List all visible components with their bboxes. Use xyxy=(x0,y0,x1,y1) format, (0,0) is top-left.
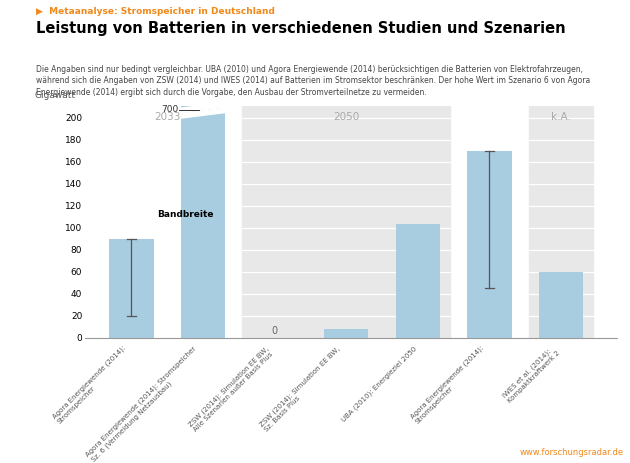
Text: ∞: ∞ xyxy=(8,431,19,444)
Text: 2033: 2033 xyxy=(154,112,180,122)
Text: Bandbreite: Bandbreite xyxy=(158,210,214,219)
Bar xyxy=(109,239,154,338)
Bar xyxy=(181,106,225,338)
Text: Agora Energiewende (2014): Stromspeicher
Sz. 6 (Vermeidung Netzausbau): Agora Energiewende (2014): Stromspeicher… xyxy=(85,345,203,463)
Bar xyxy=(243,106,450,338)
Text: k.A.: k.A. xyxy=(551,112,571,122)
Bar xyxy=(396,225,440,338)
Text: www.forschungsradar.de: www.forschungsradar.de xyxy=(520,449,624,457)
Bar xyxy=(529,106,593,338)
Text: Forschungsradar: Forschungsradar xyxy=(10,76,16,146)
Bar xyxy=(467,150,512,338)
Bar xyxy=(539,272,583,338)
Text: ZSW (2014): Simulation EE BW,
Sz. Basis Plus: ZSW (2014): Simulation EE BW, Sz. Basis … xyxy=(258,345,347,432)
Text: Gigawatt: Gigawatt xyxy=(35,91,76,100)
Text: Die Angaben sind nur bedingt vergleichbar. UBA (2010) und Agora Energiewende (20: Die Angaben sind nur bedingt vergleichba… xyxy=(37,65,583,74)
Text: Agora Energiewende (2014):
Stromspeicher: Agora Energiewende (2014): Stromspeicher xyxy=(409,345,490,425)
Text: ▶  Metaanalyse: Stromspeicher in Deutschland: ▶ Metaanalyse: Stromspeicher in Deutschl… xyxy=(37,7,275,16)
Text: 2050: 2050 xyxy=(333,112,359,122)
Text: Agora Energiewende (2014):
Stromspeicher: Agora Energiewende (2014): Stromspeicher xyxy=(51,345,132,425)
Text: IWES et al. (2014):
Kompaktkraftwerk 2: IWES et al. (2014): Kompaktkraftwerk 2 xyxy=(501,345,561,404)
Text: UBA (2010): Energieziel 2050: UBA (2010): Energieziel 2050 xyxy=(340,345,418,423)
Text: Energiewende (2014) ergibt sich durch die Vorgabe, den Ausbau der Stromverteilne: Energiewende (2014) ergibt sich durch di… xyxy=(37,88,427,97)
Text: 700: 700 xyxy=(161,105,178,114)
Text: während sich die Angaben von ZSW (2014) und IWES (2014) auf Batterien im Stromse: während sich die Angaben von ZSW (2014) … xyxy=(37,76,590,85)
Bar xyxy=(324,329,369,338)
Text: Vergleichsgrafik: Vergleichsgrafik xyxy=(10,144,16,198)
Text: Leistung von Batterien in verschiedenen Studien und Szenarien: Leistung von Batterien in verschiedenen … xyxy=(37,21,566,36)
Text: 0: 0 xyxy=(272,326,278,336)
Text: ZSW (2014): Simulation EE BW,
Alle Szenarien außer Basis Plus: ZSW (2014): Simulation EE BW, Alle Szena… xyxy=(187,345,275,432)
